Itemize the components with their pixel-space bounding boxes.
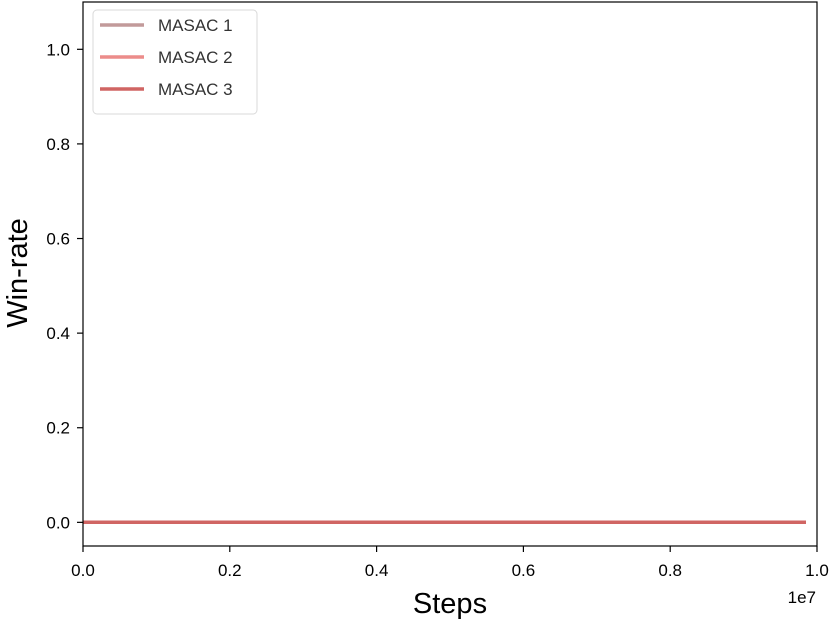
x-tick-label: 0.0 <box>71 561 95 580</box>
y-axis-title: Win-rate <box>2 218 34 328</box>
legend-label: MASAC 1 <box>158 16 233 35</box>
x-tick-label: 0.8 <box>658 561 682 580</box>
x-tick-label: 0.6 <box>512 561 536 580</box>
x-axis-offset-label: 1e7 <box>788 588 816 607</box>
x-tick-label: 0.4 <box>365 561 389 580</box>
legend-label: MASAC 2 <box>158 48 233 67</box>
y-tick-label: 0.6 <box>46 230 70 249</box>
x-tick-label: 0.2 <box>218 561 242 580</box>
y-tick-label: 0.4 <box>46 324 70 343</box>
legend-label: MASAC 3 <box>158 80 233 99</box>
y-tick-label: 0.8 <box>46 135 70 154</box>
axes-layer: 0.0 0.2 0.4 0.6 0.8 1.0 0.0 0.2 0.4 0.6 0.8 1.0 <box>46 1 829 580</box>
x-tick-label: 1.0 <box>805 561 829 580</box>
y-tick-label: 0.2 <box>46 419 70 438</box>
legend: MASAC 1 MASAC 2 MASAC 3 <box>92 9 258 115</box>
y-tick-label: 1.0 <box>46 40 70 59</box>
y-tick-label: 0.0 <box>46 513 70 532</box>
plot-frame <box>82 1 818 547</box>
x-axis-title: Steps <box>413 588 487 620</box>
